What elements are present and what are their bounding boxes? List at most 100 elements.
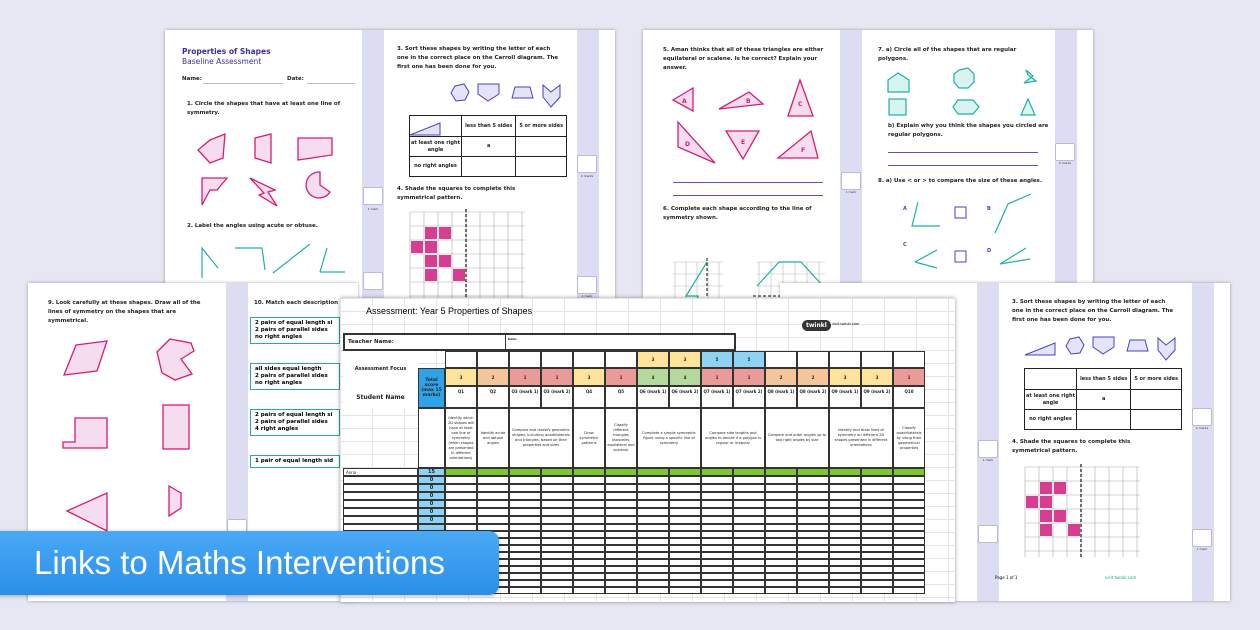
score-cell[interactable] <box>893 468 925 476</box>
mark-box[interactable] <box>1192 408 1212 426</box>
score-cell[interactable] <box>637 484 669 492</box>
score-cell[interactable] <box>509 516 541 524</box>
score-cell[interactable] <box>861 476 893 484</box>
mark-box[interactable] <box>978 440 998 458</box>
site-link[interactable]: visit twinkl.com <box>1105 575 1137 580</box>
score-cell[interactable] <box>637 516 669 524</box>
score-cell[interactable] <box>445 500 477 508</box>
score-cell[interactable] <box>637 492 669 500</box>
teacher-name-field[interactable]: Teacher Name: <box>343 333 506 351</box>
score-cell[interactable] <box>829 516 861 524</box>
score-cell[interactable] <box>445 484 477 492</box>
mark-box[interactable] <box>363 272 383 290</box>
score-cell[interactable] <box>829 500 861 508</box>
score-cell[interactable] <box>765 484 797 492</box>
score-cell[interactable] <box>893 500 925 508</box>
score-cell[interactable] <box>477 476 509 484</box>
score-cell[interactable] <box>797 500 829 508</box>
score-cell[interactable] <box>605 468 637 476</box>
score-cell[interactable] <box>765 500 797 508</box>
score-cell[interactable] <box>605 508 637 516</box>
score-cell[interactable] <box>477 484 509 492</box>
score-cell[interactable] <box>477 500 509 508</box>
score-cell[interactable] <box>829 468 861 476</box>
score-cell[interactable] <box>509 484 541 492</box>
score-cell[interactable] <box>893 516 925 524</box>
description-box[interactable]: all sides equal length 2 pairs of paralle… <box>250 363 340 390</box>
score-cell[interactable] <box>669 516 701 524</box>
score-cell[interactable] <box>701 476 733 484</box>
score-cell[interactable] <box>637 508 669 516</box>
description-box[interactable]: 2 pairs of equal length si 2 pairs of par… <box>250 409 340 436</box>
score-cell[interactable] <box>509 508 541 516</box>
score-cell[interactable] <box>573 492 605 500</box>
score-cell[interactable] <box>477 492 509 500</box>
score-cell[interactable] <box>701 484 733 492</box>
score-cell[interactable] <box>445 476 477 484</box>
score-cell[interactable] <box>573 468 605 476</box>
score-cell[interactable] <box>445 508 477 516</box>
score-cell[interactable] <box>637 476 669 484</box>
score-cell[interactable] <box>541 468 573 476</box>
score-cell[interactable] <box>893 476 925 484</box>
mark-box[interactable] <box>363 187 383 205</box>
score-cell[interactable] <box>765 516 797 524</box>
student-name-cell[interactable] <box>343 508 418 516</box>
score-cell[interactable] <box>861 516 893 524</box>
score-cell[interactable] <box>733 508 765 516</box>
score-cell[interactable] <box>541 508 573 516</box>
score-cell[interactable] <box>605 484 637 492</box>
score-cell[interactable] <box>829 484 861 492</box>
student-name-cell[interactable]: Anna <box>343 468 418 476</box>
score-cell[interactable] <box>669 468 701 476</box>
score-cell[interactable] <box>605 492 637 500</box>
mark-box[interactable] <box>577 276 597 294</box>
score-cell[interactable] <box>605 516 637 524</box>
score-cell[interactable] <box>861 492 893 500</box>
score-cell[interactable] <box>605 476 637 484</box>
score-cell[interactable] <box>445 468 477 476</box>
score-cell[interactable] <box>765 492 797 500</box>
score-cell[interactable] <box>477 468 509 476</box>
score-cell[interactable] <box>541 516 573 524</box>
description-box[interactable]: 2 pairs of equal length si 2 pairs of par… <box>250 317 340 344</box>
score-cell[interactable] <box>733 468 765 476</box>
score-cell[interactable] <box>861 500 893 508</box>
score-cell[interactable] <box>765 476 797 484</box>
score-cell[interactable] <box>605 500 637 508</box>
score-cell[interactable] <box>669 500 701 508</box>
description-box[interactable]: 1 pair of equal length sid <box>250 455 340 468</box>
score-cell[interactable] <box>797 516 829 524</box>
student-name-cell[interactable] <box>343 492 418 500</box>
score-cell[interactable] <box>861 508 893 516</box>
score-cell[interactable] <box>829 492 861 500</box>
score-cell[interactable] <box>701 500 733 508</box>
score-cell[interactable] <box>573 516 605 524</box>
score-cell[interactable] <box>445 516 477 524</box>
score-cell[interactable] <box>477 516 509 524</box>
student-name-cell[interactable] <box>343 500 418 508</box>
score-cell[interactable] <box>573 476 605 484</box>
score-cell[interactable] <box>701 508 733 516</box>
score-cell[interactable] <box>797 484 829 492</box>
mark-box[interactable] <box>978 525 998 543</box>
score-cell[interactable] <box>509 492 541 500</box>
score-cell[interactable] <box>541 492 573 500</box>
score-cell[interactable] <box>541 484 573 492</box>
score-cell[interactable] <box>509 468 541 476</box>
score-cell[interactable] <box>733 492 765 500</box>
score-cell[interactable] <box>733 484 765 492</box>
mark-box[interactable] <box>841 172 861 190</box>
score-cell[interactable] <box>797 508 829 516</box>
student-name-cell[interactable] <box>343 516 418 524</box>
score-cell[interactable] <box>733 476 765 484</box>
student-name-cell[interactable] <box>343 476 418 484</box>
score-cell[interactable] <box>893 508 925 516</box>
score-cell[interactable] <box>701 516 733 524</box>
score-cell[interactable] <box>509 476 541 484</box>
student-name-cell[interactable] <box>343 484 418 492</box>
score-cell[interactable] <box>797 468 829 476</box>
score-cell[interactable] <box>573 500 605 508</box>
score-cell[interactable] <box>701 492 733 500</box>
score-cell[interactable] <box>829 508 861 516</box>
